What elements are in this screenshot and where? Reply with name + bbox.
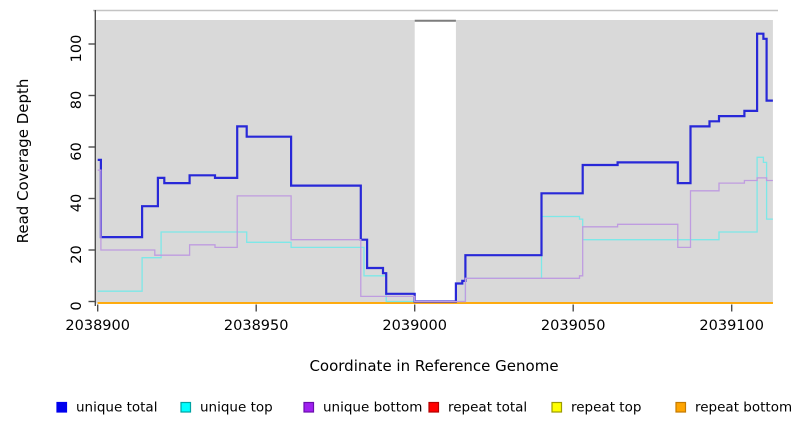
legend-label: unique top	[200, 400, 273, 416]
y-axis-title: Read Coverage Depth	[14, 79, 32, 244]
x-tick-label: 2038900	[65, 318, 130, 334]
legend-item-repeat-total: repeat total	[428, 400, 527, 416]
legend: unique total unique top unique bottom repea…	[56, 400, 792, 416]
legend-label: unique total	[76, 400, 157, 416]
y-tick-label: 0	[69, 301, 85, 310]
y-tick-label: 80	[69, 91, 85, 109]
legend-item-repeat-bottom: repeat bottom	[675, 400, 792, 416]
legend-item-unique-top: unique top	[180, 400, 273, 416]
y-tick-label: 100	[69, 35, 85, 63]
legend-item-unique-total: unique total	[56, 400, 157, 416]
legend-item-repeat-top: repeat top	[551, 400, 641, 416]
legend-label: repeat total	[448, 400, 527, 416]
masked-repeat-region	[414, 19, 456, 304]
legend-swatch	[551, 401, 563, 413]
x-axis-title: Coordinate in Reference Genome	[309, 357, 558, 375]
legend-swatch	[428, 401, 440, 413]
legend-swatch	[675, 401, 687, 413]
series-unique-bottom	[97, 169, 773, 303]
y-tick-label: 40	[69, 194, 85, 212]
legend-item-unique-bottom: unique bottom	[303, 400, 422, 416]
legend-label: repeat bottom	[695, 400, 792, 416]
legend-label: unique bottom	[323, 400, 422, 416]
x-tick-label: 2039050	[541, 318, 606, 334]
legend-swatch	[56, 401, 68, 413]
legend-label: repeat top	[571, 400, 641, 416]
masked-region-rect	[414, 20, 456, 304]
legend-swatch	[303, 401, 315, 413]
x-tick-label: 2039100	[699, 318, 764, 334]
series-lines	[97, 32, 773, 304]
y-tick-label: 20	[69, 245, 85, 263]
x-tick-label: 2039000	[382, 318, 447, 334]
y-tick-label: 60	[69, 142, 85, 160]
legend-swatch	[180, 401, 192, 413]
axes: 0 20 40 60 80 100 2038900 2038950 2039000 2039050…	[65, 10, 764, 334]
x-tick-label: 2038950	[224, 318, 289, 334]
